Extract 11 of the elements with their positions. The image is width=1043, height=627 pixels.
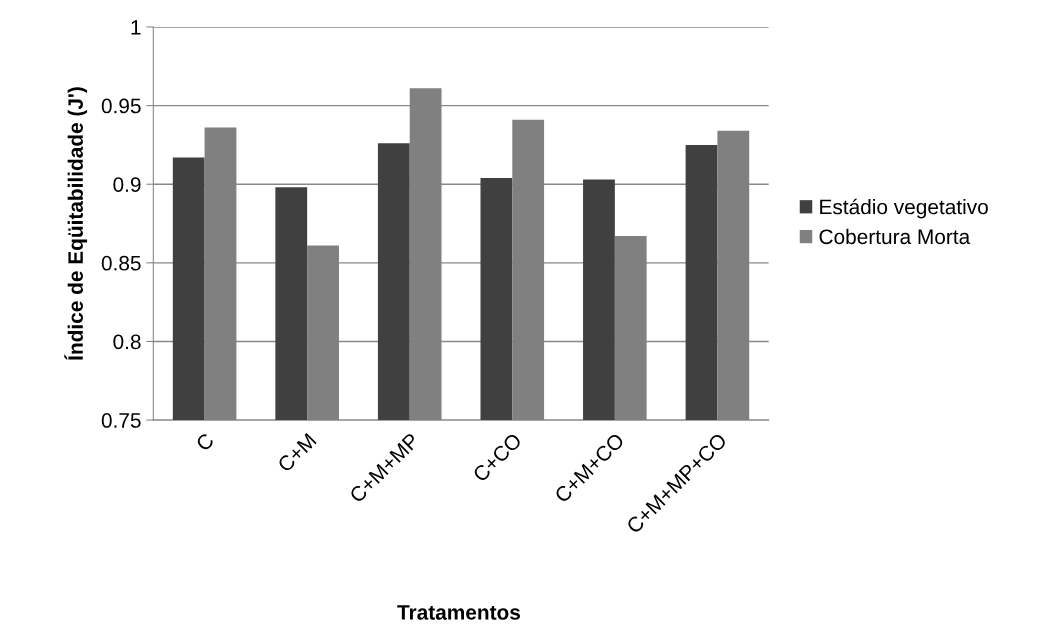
legend-label: Estádio vegetativo (820, 198, 988, 219)
x-axis-title: Tratamentos (397, 605, 521, 620)
y-tick-label: 1 (131, 20, 141, 35)
y-tick-label: 0.75 (101, 413, 141, 428)
y-tick-label: 0.8 (113, 334, 141, 350)
legend-label: Cobertura Morta (819, 228, 971, 245)
y-axis-title: Índice de Eqüitabilidade (J') (64, 87, 88, 360)
x-tick-label: C (195, 432, 215, 452)
y-tick-label: 0.85 (101, 255, 141, 271)
y-tick-label: 0.95 (101, 98, 141, 114)
y-tick-label: 0.9 (113, 177, 141, 192)
